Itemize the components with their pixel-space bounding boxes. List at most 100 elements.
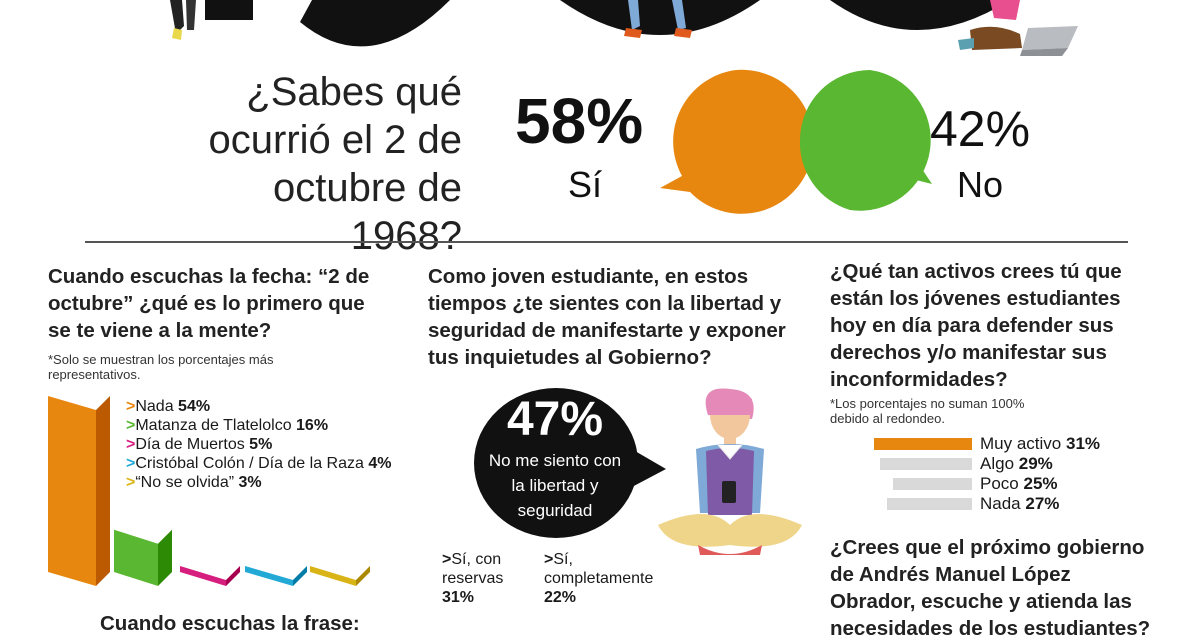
activity-row: Algo 29% [830,454,1120,474]
section4-question-line: de Andrés Manuel López [830,563,1071,586]
section4-question: ¿Crees que el próximo gobierno de Andrés… [830,534,1170,642]
option-reservas: >Sí, con reservas 31% [442,550,542,607]
headline-question-line: ¿Sabes qué [246,70,462,114]
bar-side-face [158,529,172,586]
section3-note-line: *Los porcentajes no suman 100% [830,396,1025,411]
activity-category: Algo [980,454,1019,473]
activity-label: Muy activo 31% [980,434,1100,454]
black-circle-left-illustration [300,0,450,47]
legend-item: >“No se olvida” 3% [126,474,262,492]
student-phone-illustration [658,388,802,555]
option-completamente-line2: completamente [544,570,654,587]
bar-side-face [356,566,370,586]
activity-value: 27% [1025,494,1060,513]
person-laptop-illustration [958,0,1078,56]
legend-label: Día de Muertos [135,436,250,453]
section4-question-line: Obrador, escuche y atienda las [830,590,1132,613]
activity-row: Nada 27% [830,494,1120,514]
section4-question-line: necesidades de los estudiantes? [830,617,1151,640]
activity-row: Poco 25% [830,474,1120,494]
activity-bar [886,498,972,510]
bar-side-face [293,566,307,586]
section3-question-line: ¿Qué tan activos crees tú que [830,260,1122,283]
activity-bar [874,438,972,450]
activity-value: 25% [1023,474,1058,493]
legend-value: 16% [296,417,329,434]
yes-percent: 58% [515,85,644,157]
section1-question-line: Cuando escuchas la fecha: “2 de [48,265,370,288]
section3-question-line: derechos y/o manifestar sus [830,341,1107,364]
legend-marker: > [126,436,136,453]
section4-question-line: ¿Crees que el próximo gobierno [830,536,1145,559]
headline-question-line: octubre de 1968? [272,166,462,258]
section3-note: *Los porcentajes no suman 100% debido al… [830,396,1150,426]
legend-item: >Nada 54% [126,398,210,416]
option-marker: > [544,551,554,568]
main-percent: 47% [506,393,604,446]
activity-category: Nada [980,494,1026,513]
section5-question: Cuando escuchas la frase: [100,610,420,637]
option-reservas-percent: 31% [442,589,475,606]
bar-side-face [226,566,240,586]
section-divider [85,241,1128,243]
section3-question: ¿Qué tan activos crees tú que están los … [830,258,1170,393]
legend-item: >Matanza de Tlatelolco 16% [126,417,328,435]
section3-note-line: debido al redondeo. [830,411,945,426]
bar-front-face [180,566,226,586]
main-answer-line: la libertad y [511,476,599,495]
section1-note-line: *Solo se muestran los porcentajes más [48,352,274,367]
option-completamente-line: >Sí, [544,550,684,569]
bubble-no [799,70,932,211]
section2-question-line: Como joven estudiante, en estos [428,265,749,288]
legend-item: >Cristóbal Colón / Día de la Raza 4% [126,455,391,473]
option-completamente: >Sí, completamente 22% [544,550,684,607]
legend-marker: > [126,455,136,472]
bar-front-face [245,566,293,586]
activity-bar [880,458,972,470]
activity-value: 31% [1065,434,1101,453]
headline-question-line: ocurrió el 2 de [208,118,462,162]
bar-front-face [48,396,96,586]
no-label: No [957,164,1004,205]
section3-question-line: están los jóvenes estudiantes [830,287,1121,310]
activity-row: Muy activo 31% [830,434,1120,454]
legend-marker: > [126,398,136,415]
section2-question-line: tus inquietudes al Gobierno? [428,346,712,369]
bubble-yes [660,69,814,214]
option-marker: > [442,551,452,568]
bar-front-face [310,566,356,586]
section1-question: Cuando escuchas la fecha: “2 de octubre”… [48,263,388,344]
section1-note: *Solo se muestran los porcentajes más re… [48,352,368,382]
option-reservas-line: >Sí, con [442,550,542,569]
section3-question-line: hoy en día para defender sus [830,314,1114,337]
bar-0 [48,396,110,586]
black-circle-center-illustration [560,0,760,38]
section2-question-line: seguridad de manifestarte y exponer [428,319,786,342]
section1-note-line: representativos. [48,367,141,382]
legend-label: Matanza de Tlatelolco [135,417,297,434]
bar-1 [114,529,172,586]
option-completamente-percent: 22% [544,589,577,606]
main-answer-label: No me siento con la libertad y seguridad [470,448,640,523]
legend-value: 5% [249,436,273,453]
option-reservas-text: Sí, con [451,551,502,568]
bar-side-face [96,396,110,586]
yes-label: Sí [568,164,603,205]
headline-question: ¿Sabes qué ocurrió el 2 de octubre de 19… [170,68,462,260]
bar-front-face [114,529,158,586]
activity-label: Nada 27% [980,494,1059,514]
bar-4 [310,566,370,586]
yes-no-bubbles-chart [660,69,932,214]
main-answer-line: seguridad [517,501,593,520]
no-percent: 42% [930,101,1031,157]
section2-question-line: tiempos ¿te sientes con la libertad y [428,292,782,315]
activity-label: Poco 25% [980,474,1058,494]
bar-3 [245,566,307,586]
activity-bar [892,478,972,490]
section2-question: Como joven estudiante, en estos tiempos … [428,263,788,371]
section1-question-line: octubre” ¿qué es lo primero que [48,292,365,315]
activity-value: 29% [1018,454,1053,473]
person-legs-left-illustration [170,0,196,40]
legend-marker: > [126,417,136,434]
activity-label: Algo 29% [980,454,1053,474]
